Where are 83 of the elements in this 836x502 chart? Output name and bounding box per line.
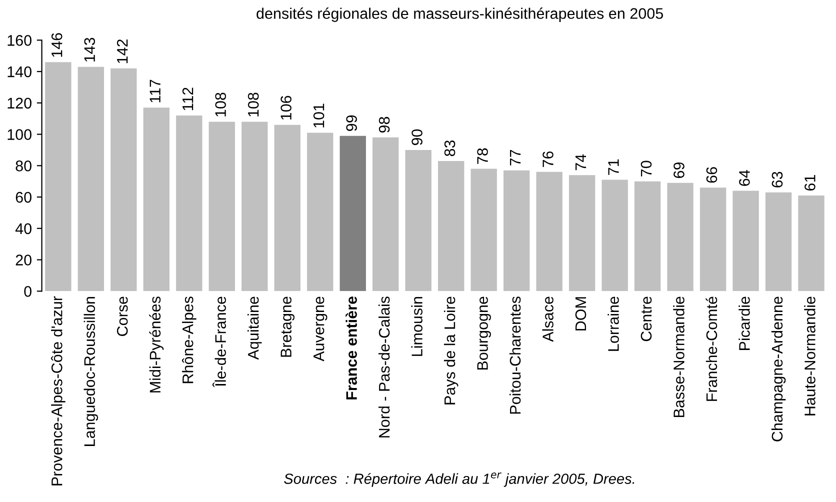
bar <box>176 115 202 292</box>
bar <box>536 172 562 292</box>
data-label: 71 <box>608 159 619 175</box>
x-tick-label: Champagne-Ardenne <box>771 296 786 442</box>
bar <box>438 160 464 292</box>
bar <box>503 170 530 292</box>
bar <box>143 108 170 292</box>
bar <box>372 137 399 292</box>
data-label: 146 <box>51 33 62 57</box>
x-tick-label: Pays de la Loire <box>444 296 458 404</box>
data-label: 64 <box>739 170 750 186</box>
bar <box>700 188 726 292</box>
x-tick-label: Île-de-France <box>212 296 226 388</box>
data-label: 76 <box>542 151 554 167</box>
x-tick-label: Auvergne <box>314 296 328 362</box>
bar <box>307 132 334 292</box>
y-tick-label: 120 <box>8 98 32 109</box>
x-tick-label: France entière <box>346 296 357 400</box>
data-label: 143 <box>84 38 96 62</box>
bar <box>208 122 235 292</box>
x-tick-label: Provence-Alpes-Côte d'azur <box>51 296 66 486</box>
x-tick-label: Picardie <box>738 296 750 350</box>
data-label: 74 <box>576 154 586 170</box>
y-tick-label: 60 <box>16 192 32 203</box>
x-tick-label: Aquitaine <box>248 296 262 360</box>
x-tick-label: Haute-Normandie <box>804 296 816 416</box>
x-tick-label: Alsace <box>542 296 554 342</box>
bar <box>274 124 300 292</box>
data-label: 101 <box>313 104 324 128</box>
data-label: 142 <box>116 40 128 64</box>
y-tick-label: 100 <box>8 129 32 140</box>
bar <box>732 190 759 292</box>
x-tick-label: Franche-Comté <box>706 296 718 401</box>
x-tick-label: Bretagne <box>280 296 294 357</box>
bar <box>798 195 824 292</box>
data-label: 61 <box>804 175 816 191</box>
bar <box>470 168 497 292</box>
data-label: 90 <box>412 129 422 146</box>
bar <box>634 181 661 292</box>
x-tick-label: Lorraine <box>608 296 619 351</box>
y-tick-label: 0 <box>24 286 32 297</box>
bar <box>242 122 268 292</box>
x-tick-label: Corse <box>116 296 128 336</box>
bar <box>78 66 104 292</box>
data-label: 98 <box>378 116 390 133</box>
x-tick-label: Poitou-Charentes <box>509 296 521 414</box>
x-tick-label: Languedoc-Roussillon <box>84 297 98 446</box>
data-label: 63 <box>772 172 783 188</box>
bar <box>340 136 366 292</box>
data-label: 108 <box>215 92 226 116</box>
bar <box>667 182 694 292</box>
data-label: 99 <box>346 115 357 131</box>
data-label: 106 <box>280 96 292 120</box>
x-tick-label: Rhône-Alpes <box>182 296 196 384</box>
bar <box>602 180 628 292</box>
data-label: 78 <box>477 148 488 164</box>
data-label: 83 <box>444 140 456 156</box>
y-tick-label: 40 <box>15 223 32 234</box>
x-tick-label: Bourgogne <box>477 296 491 370</box>
bar <box>405 150 432 292</box>
data-label: 112 <box>182 88 194 110</box>
bar <box>45 62 72 292</box>
y-tick-label: 140 <box>8 66 32 78</box>
data-label: 70 <box>640 160 652 176</box>
data-label: 108 <box>248 92 259 116</box>
bar <box>765 192 792 292</box>
x-tick-label: Centre <box>640 296 652 342</box>
data-label: 117 <box>150 80 160 102</box>
x-tick-label: DOM <box>575 297 586 330</box>
bar <box>568 175 596 292</box>
x-tick-label: Limousin <box>411 297 422 356</box>
source-note: Sources : Répertoire Adeli au 1$^{er}$janvier 2005, Drees. <box>284 472 634 487</box>
x-tick-label: Midi-Pyrénées <box>149 296 164 392</box>
y-tick-label: 160 <box>8 35 32 46</box>
data-label: 77 <box>510 150 521 166</box>
x-tick-label: Nord - Pas-de-Calais <box>378 296 390 438</box>
y-tick-label: 80 <box>16 160 32 172</box>
data-label: 66 <box>706 167 718 183</box>
bar <box>110 68 137 292</box>
x-tick-label: Basse-Normandie <box>673 296 684 418</box>
chart-title: densités régionales de masseurs-kinésithérapeutes en 2005 <box>256 8 664 22</box>
y-tick-label: 20 <box>16 254 32 266</box>
data-label: 69 <box>674 162 684 178</box>
